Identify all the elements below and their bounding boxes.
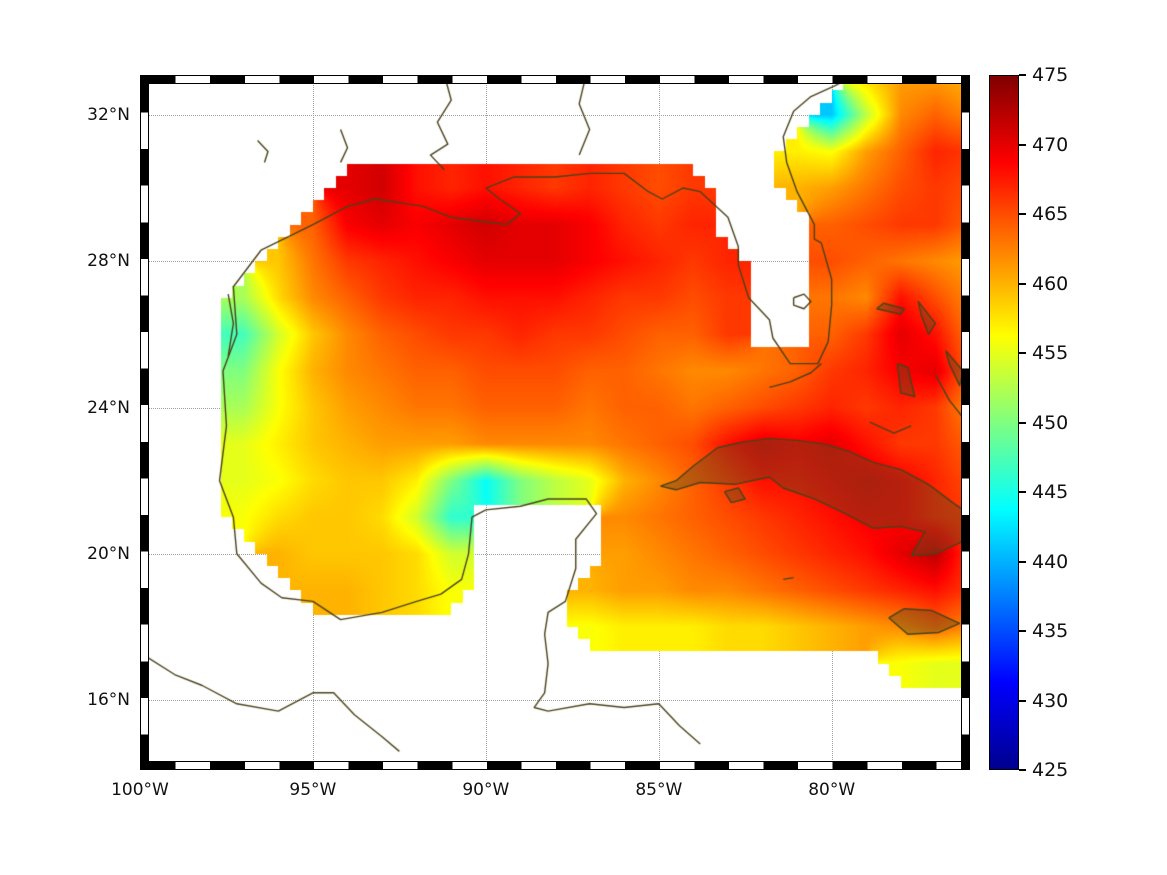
colorbar-tick-label: 465: [1032, 203, 1069, 225]
lon-tick-label: 95°W: [289, 780, 337, 800]
colorbar-tick: [1019, 630, 1026, 632]
lat-tick-label: 28°N: [87, 251, 130, 272]
colorbar-tick-label: 425: [1032, 759, 1069, 781]
colorbar-tick: [1019, 769, 1026, 771]
colorbar-tick: [1019, 74, 1026, 76]
lat-tick-label: 32°N: [87, 104, 130, 125]
colorbar-tick: [1019, 282, 1026, 285]
map-plot: [140, 75, 970, 770]
colorbar-tick-label: 460: [1032, 272, 1069, 295]
colorbar-tick-label: 475: [1032, 64, 1069, 86]
colorbar-tick: [1019, 352, 1026, 354]
colorbar-tick: [1019, 143, 1026, 146]
colorbar-tick-label: 470: [1032, 133, 1069, 156]
lat-tick-label: 24°N: [87, 397, 130, 418]
colorbar-tick: [1019, 213, 1026, 215]
lon-tick-label: 85°W: [635, 780, 683, 800]
colorbar-tick-label: 450: [1032, 411, 1069, 434]
colorbar-tick: [1019, 560, 1026, 563]
colorbar-tick: [1019, 491, 1026, 493]
colorbar-tick-label: 440: [1032, 550, 1069, 573]
colorbar-tick-label: 435: [1032, 620, 1069, 642]
colorbar-tick-label: 455: [1032, 342, 1069, 364]
colorbar: [989, 75, 1019, 770]
coastline-canvas: [140, 75, 970, 770]
lon-tick-label: 100°W: [111, 780, 169, 800]
lat-tick-label: 20°N: [87, 543, 130, 564]
map-frame-top: [140, 75, 970, 84]
colorbar-tick: [1019, 699, 1026, 702]
map-frame-bottom: [140, 761, 970, 770]
colorbar-tick-label: 430: [1032, 689, 1069, 712]
lon-tick-label: 80°W: [808, 780, 856, 800]
lon-tick-label: 90°W: [462, 780, 510, 800]
colorbar-tick: [1019, 421, 1026, 424]
colorbar-tick-label: 445: [1032, 481, 1069, 503]
map-frame-left: [140, 75, 149, 770]
lat-tick-label: 16°N: [87, 690, 130, 711]
map-frame-right: [961, 75, 970, 770]
